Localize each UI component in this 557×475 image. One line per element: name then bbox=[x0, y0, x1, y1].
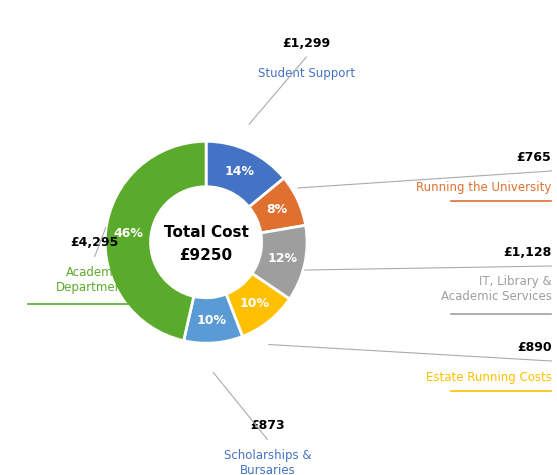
Text: Total Cost: Total Cost bbox=[164, 225, 248, 240]
Text: 8%: 8% bbox=[267, 203, 288, 216]
Wedge shape bbox=[105, 141, 206, 341]
Text: £1,128: £1,128 bbox=[503, 246, 551, 259]
Text: Academic
Departments: Academic Departments bbox=[56, 266, 134, 294]
Text: £890: £890 bbox=[517, 341, 551, 354]
Wedge shape bbox=[226, 274, 290, 336]
Text: 12%: 12% bbox=[267, 252, 297, 266]
Text: 10%: 10% bbox=[197, 314, 227, 327]
Wedge shape bbox=[249, 178, 306, 233]
Text: £4,295: £4,295 bbox=[71, 237, 119, 249]
Text: £1,299: £1,299 bbox=[282, 37, 330, 50]
Text: IT, Library &
Academic Services: IT, Library & Academic Services bbox=[441, 276, 551, 304]
Text: Estate Running Costs: Estate Running Costs bbox=[426, 370, 551, 383]
Wedge shape bbox=[206, 141, 284, 207]
Text: 46%: 46% bbox=[114, 227, 143, 240]
Text: Running the University: Running the University bbox=[416, 180, 551, 193]
Wedge shape bbox=[252, 225, 307, 299]
Text: £9250: £9250 bbox=[179, 248, 233, 263]
Text: £765: £765 bbox=[517, 151, 551, 164]
Text: Scholarships &
Bursaries: Scholarships & Bursaries bbox=[223, 449, 311, 475]
Text: 14%: 14% bbox=[224, 165, 255, 178]
Wedge shape bbox=[184, 294, 242, 343]
Text: £873: £873 bbox=[250, 419, 285, 432]
Text: 10%: 10% bbox=[240, 297, 270, 310]
Text: Student Support: Student Support bbox=[258, 66, 355, 79]
